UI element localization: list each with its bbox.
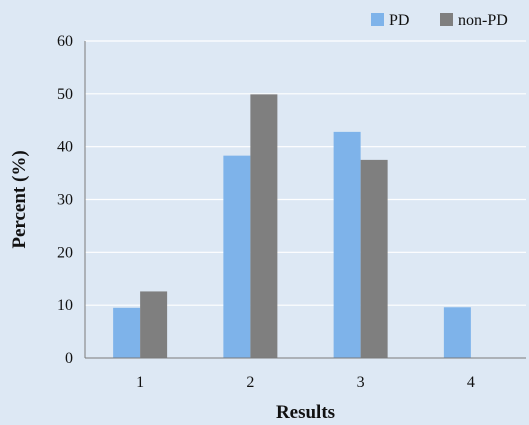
gridlines bbox=[85, 40, 526, 306]
bar-non-pd-3 bbox=[360, 159, 388, 358]
x-tick-label-3: 3 bbox=[357, 374, 365, 391]
legend-label-pd: PD bbox=[389, 12, 409, 29]
y-tick-label-60: 60 bbox=[57, 33, 73, 50]
y-tick-label-0: 0 bbox=[65, 350, 73, 367]
legend-label-non-pd: non-PD bbox=[458, 12, 508, 29]
bar-pd-4 bbox=[443, 307, 471, 358]
x-tick-label-2: 2 bbox=[246, 374, 254, 391]
bar-non-pd-2 bbox=[250, 94, 278, 358]
bar-pd-2 bbox=[223, 155, 251, 358]
y-tick-label-20: 20 bbox=[57, 244, 73, 261]
bar-pd-1 bbox=[113, 307, 141, 358]
bar-pd-3 bbox=[333, 131, 361, 358]
axes bbox=[84, 41, 526, 359]
legend-swatch-non-pd bbox=[440, 13, 453, 26]
x-tick-label-1: 1 bbox=[136, 374, 144, 391]
x-tick-label-4: 4 bbox=[467, 374, 475, 391]
y-tick-label-30: 30 bbox=[57, 192, 73, 209]
bars bbox=[113, 94, 471, 358]
y-tick-label-40: 40 bbox=[57, 139, 73, 156]
y-tick-labels: 0 10 20 30 40 50 60 bbox=[57, 33, 73, 367]
x-axis-title: Results bbox=[276, 402, 335, 423]
legend: PD non-PD bbox=[371, 12, 508, 29]
x-tick-labels: 1 2 3 4 bbox=[136, 374, 475, 391]
y-axis-title: Percent (%) bbox=[9, 150, 30, 248]
y-tick-label-50: 50 bbox=[57, 86, 73, 103]
legend-swatch-pd bbox=[371, 13, 384, 26]
bar-non-pd-1 bbox=[140, 291, 168, 358]
y-tick-label-10: 10 bbox=[57, 297, 73, 314]
